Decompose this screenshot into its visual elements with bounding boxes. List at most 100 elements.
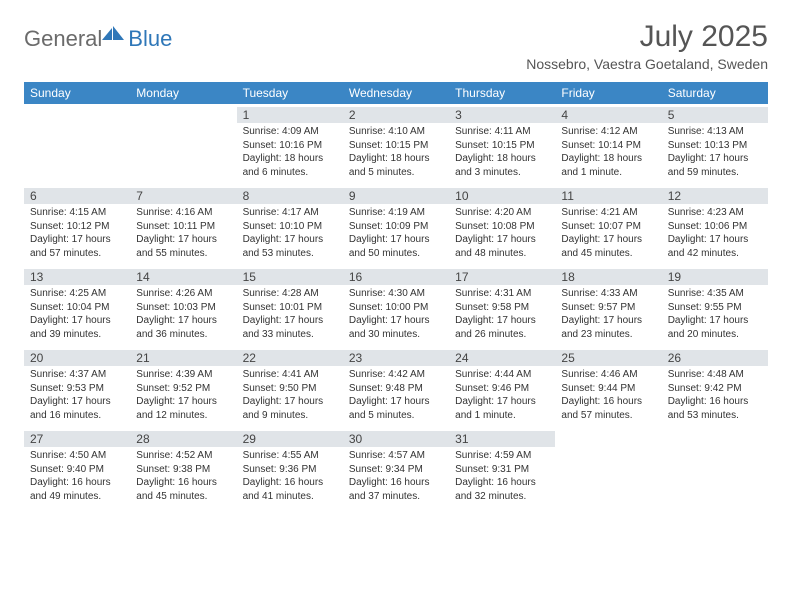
sunset-line: Sunset: 9:36 PM — [243, 464, 317, 475]
calendar-grid: SundayMondayTuesdayWednesdayThursdayFrid… — [24, 82, 768, 509]
sunset-line: Sunset: 10:15 PM — [349, 140, 429, 151]
day-header: Monday — [130, 82, 236, 104]
sunrise-line: Sunrise: 4:15 AM — [30, 207, 106, 218]
calendar-cell: 31Sunrise: 4:59 AMSunset: 9:31 PMDayligh… — [449, 428, 555, 509]
daylight-line: Daylight: 17 hours and 23 minutes. — [561, 315, 642, 340]
calendar-cell: 19Sunrise: 4:35 AMSunset: 9:55 PMDayligh… — [662, 266, 768, 347]
sunset-line: Sunset: 10:10 PM — [243, 221, 323, 232]
calendar-cell: 7Sunrise: 4:16 AMSunset: 10:11 PMDayligh… — [130, 185, 236, 266]
sunset-line: Sunset: 10:13 PM — [668, 140, 748, 151]
date-number: 11 — [555, 188, 661, 204]
daylight-line: Daylight: 17 hours and 16 minutes. — [30, 396, 111, 421]
day-details: Sunrise: 4:30 AMSunset: 10:00 PMDaylight… — [349, 287, 443, 341]
date-number: 6 — [24, 188, 130, 204]
daylight-line: Daylight: 17 hours and 39 minutes. — [30, 315, 111, 340]
daylight-line: Daylight: 17 hours and 53 minutes. — [243, 234, 324, 259]
daylight-line: Daylight: 18 hours and 1 minute. — [561, 153, 642, 178]
day-details: Sunrise: 4:52 AMSunset: 9:38 PMDaylight:… — [136, 449, 230, 503]
sunrise-line: Sunrise: 4:20 AM — [455, 207, 531, 218]
day-details: Sunrise: 4:57 AMSunset: 9:34 PMDaylight:… — [349, 449, 443, 503]
daylight-line: Daylight: 17 hours and 55 minutes. — [136, 234, 217, 259]
sunset-line: Sunset: 10:16 PM — [243, 140, 323, 151]
sunset-line: Sunset: 9:50 PM — [243, 383, 317, 394]
sunrise-line: Sunrise: 4:11 AM — [455, 126, 530, 137]
day-details: Sunrise: 4:15 AMSunset: 10:12 PMDaylight… — [30, 206, 124, 260]
sunrise-line: Sunrise: 4:59 AM — [455, 450, 531, 461]
daylight-line: Daylight: 18 hours and 3 minutes. — [455, 153, 536, 178]
day-details: Sunrise: 4:41 AMSunset: 9:50 PMDaylight:… — [243, 368, 337, 422]
date-number: 27 — [24, 431, 130, 447]
sunrise-line: Sunrise: 4:26 AM — [136, 288, 212, 299]
date-number: 24 — [449, 350, 555, 366]
day-details: Sunrise: 4:39 AMSunset: 9:52 PMDaylight:… — [136, 368, 230, 422]
daylight-line: Daylight: 17 hours and 42 minutes. — [668, 234, 749, 259]
sunrise-line: Sunrise: 4:33 AM — [561, 288, 637, 299]
daylight-line: Daylight: 16 hours and 53 minutes. — [668, 396, 749, 421]
calendar-cell: 5Sunrise: 4:13 AMSunset: 10:13 PMDayligh… — [662, 104, 768, 185]
day-details: Sunrise: 4:25 AMSunset: 10:04 PMDaylight… — [30, 287, 124, 341]
sunset-line: Sunset: 9:53 PM — [30, 383, 104, 394]
daylight-line: Daylight: 18 hours and 6 minutes. — [243, 153, 324, 178]
date-number: 7 — [130, 188, 236, 204]
sunset-line: Sunset: 9:40 PM — [30, 464, 104, 475]
week-row: 6 Sunrise: 4:15 AMSunset: 10:12 PMDayligh… — [24, 185, 768, 266]
daylight-line: Daylight: 17 hours and 45 minutes. — [561, 234, 642, 259]
week-row: 20Sunrise: 4:37 AMSunset: 9:53 PMDayligh… — [24, 347, 768, 428]
daylight-line: Daylight: 17 hours and 30 minutes. — [349, 315, 430, 340]
sunset-line: Sunset: 10:14 PM — [561, 140, 641, 151]
calendar-cell — [555, 428, 661, 509]
date-number: 22 — [237, 350, 343, 366]
date-number: 25 — [555, 350, 661, 366]
sunrise-line: Sunrise: 4:16 AM — [136, 207, 212, 218]
daylight-line: Daylight: 17 hours and 20 minutes. — [668, 315, 749, 340]
date-number: 31 — [449, 431, 555, 447]
month-title: July 2025 — [526, 20, 768, 54]
sunset-line: Sunset: 10:00 PM — [349, 302, 429, 313]
calendar-cell: 6 Sunrise: 4:15 AMSunset: 10:12 PMDayligh… — [24, 185, 130, 266]
date-number: 14 — [130, 269, 236, 285]
date-number: 18 — [555, 269, 661, 285]
calendar-cell — [662, 428, 768, 509]
day-details: Sunrise: 4:10 AMSunset: 10:15 PMDaylight… — [349, 125, 443, 179]
calendar-cell: 27 Sunrise: 4:50 AMSunset: 9:40 PMDayligh… — [24, 428, 130, 509]
day-header: Tuesday — [237, 82, 343, 104]
calendar-cell: 25Sunrise: 4:46 AMSunset: 9:44 PMDayligh… — [555, 347, 661, 428]
day-header: Wednesday — [343, 82, 449, 104]
brand-word-2: Blue — [128, 26, 172, 52]
sunrise-line: Sunrise: 4:42 AM — [349, 369, 425, 380]
sunset-line: Sunset: 9:48 PM — [349, 383, 423, 394]
day-details: Sunrise: 4:11 AMSunset: 10:15 PMDaylight… — [455, 125, 549, 179]
daylight-line: Daylight: 16 hours and 45 minutes. — [136, 477, 217, 502]
daylight-line: Daylight: 16 hours and 57 minutes. — [561, 396, 642, 421]
daylight-line: Daylight: 17 hours and 26 minutes. — [455, 315, 536, 340]
day-details: Sunrise: 4:28 AMSunset: 10:01 PMDaylight… — [243, 287, 337, 341]
daylight-line: Daylight: 17 hours and 36 minutes. — [136, 315, 217, 340]
calendar-cell: 2 Sunrise: 4:10 AMSunset: 10:15 PMDayligh… — [343, 104, 449, 185]
sunset-line: Sunset: 10:04 PM — [30, 302, 110, 313]
day-header: Thursday — [449, 82, 555, 104]
location-subtitle: Nossebro, Vaestra Goetaland, Sweden — [526, 56, 768, 72]
day-details: Sunrise: 4:31 AMSunset: 9:58 PMDaylight:… — [455, 287, 549, 341]
day-details: Sunrise: 4:44 AMSunset: 9:46 PMDaylight:… — [455, 368, 549, 422]
daylight-line: Daylight: 17 hours and 12 minutes. — [136, 396, 217, 421]
sunrise-line: Sunrise: 4:52 AM — [136, 450, 212, 461]
sunset-line: Sunset: 9:58 PM — [455, 302, 529, 313]
date-number: 1 — [237, 107, 343, 123]
day-details: Sunrise: 4:50 AMSunset: 9:40 PMDaylight:… — [30, 449, 124, 503]
date-number: 21 — [130, 350, 236, 366]
calendar-cell: 12Sunrise: 4:23 AMSunset: 10:06 PMDaylig… — [662, 185, 768, 266]
date-number: 13 — [24, 269, 130, 285]
sunset-line: Sunset: 9:46 PM — [455, 383, 529, 394]
date-number: 29 — [237, 431, 343, 447]
calendar-cell: 14Sunrise: 4:26 AMSunset: 10:03 PMDaylig… — [130, 266, 236, 347]
sunset-line: Sunset: 9:52 PM — [136, 383, 210, 394]
daylight-line: Daylight: 16 hours and 37 minutes. — [349, 477, 430, 502]
calendar-cell: 10Sunrise: 4:20 AMSunset: 10:08 PMDaylig… — [449, 185, 555, 266]
date-number: 2 — [343, 107, 449, 123]
day-header: Saturday — [662, 82, 768, 104]
calendar-cell — [130, 104, 236, 185]
daylight-line: Daylight: 17 hours and 5 minutes. — [349, 396, 430, 421]
day-details: Sunrise: 4:09 AMSunset: 10:16 PMDaylight… — [243, 125, 337, 179]
sunset-line: Sunset: 9:44 PM — [561, 383, 635, 394]
sunset-line: Sunset: 9:42 PM — [668, 383, 742, 394]
